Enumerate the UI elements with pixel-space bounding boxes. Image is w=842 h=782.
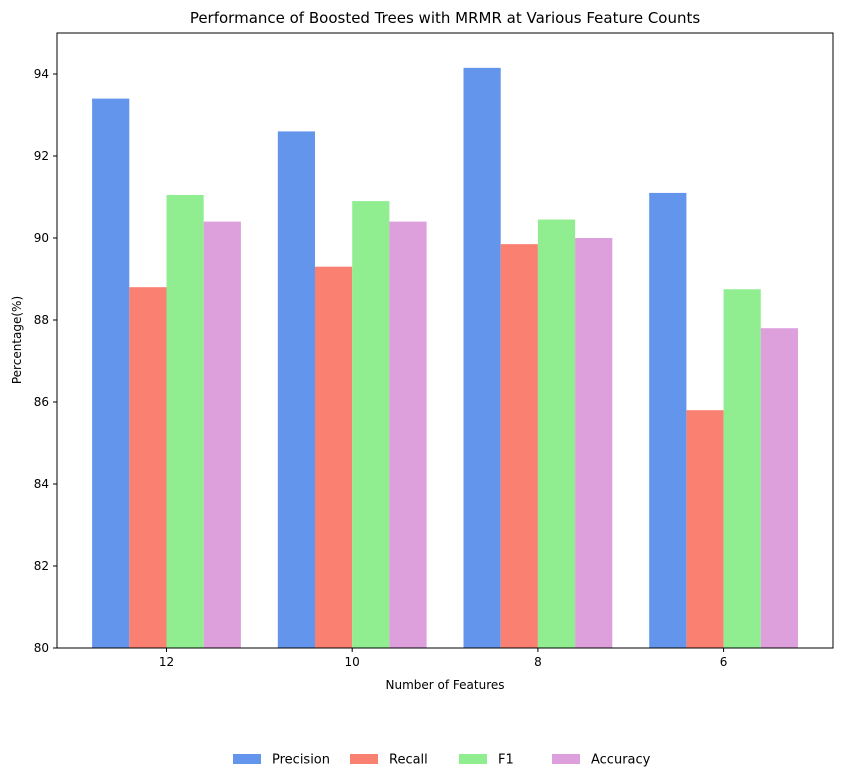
y-tick-label: 82 xyxy=(34,559,49,573)
legend-label-recall: Recall xyxy=(389,753,428,768)
legend: Precision Recall F1 Accuracy xyxy=(233,753,651,768)
x-tick-label: 12 xyxy=(159,655,174,669)
legend-swatch-f1 xyxy=(459,754,487,764)
y-tick-label: 92 xyxy=(34,149,49,163)
bar-precision-8 xyxy=(463,67,501,649)
bar-f1-8 xyxy=(537,219,576,649)
y-tick-label: 90 xyxy=(34,231,49,245)
x-tick-label: 6 xyxy=(720,655,728,669)
bar-recall-8 xyxy=(500,244,538,648)
bar-recall-10 xyxy=(315,266,353,648)
legend-swatch-accuracy xyxy=(552,754,580,764)
plot-frame xyxy=(56,32,834,649)
bar-recall-6 xyxy=(686,410,724,648)
bar-precision-12 xyxy=(92,98,130,649)
y-tick-label: 94 xyxy=(34,67,49,81)
legend-swatch-precision xyxy=(233,754,261,764)
y-tick-label: 80 xyxy=(34,641,49,655)
bar-precision-6 xyxy=(649,192,687,648)
bar-accuracy-12 xyxy=(203,221,241,648)
bar-accuracy-6 xyxy=(760,328,798,648)
legend-label-accuracy: Accuracy xyxy=(591,753,651,768)
legend-label-precision: Precision xyxy=(272,753,330,768)
bar-precision-10 xyxy=(277,131,315,648)
y-tick-label: 88 xyxy=(34,313,49,327)
legend-swatch-recall xyxy=(350,754,378,764)
x-axis-ticks: 12 10 8 6 xyxy=(159,648,728,669)
y-tick-label: 84 xyxy=(34,477,49,491)
x-tick-label: 8 xyxy=(534,655,542,669)
bar-accuracy-8 xyxy=(575,238,613,648)
legend-label-f1: F1 xyxy=(498,753,514,768)
bar-recall-12 xyxy=(129,287,167,648)
bar-f1-6 xyxy=(723,289,761,648)
y-tick-label: 86 xyxy=(34,395,49,409)
chart-title: Performance of Boosted Trees with MRMR a… xyxy=(190,9,701,27)
x-axis-label: Number of Features xyxy=(386,678,505,692)
y-axis-ticks: 80 82 84 86 88 90 92 94 xyxy=(34,67,57,655)
bar-accuracy-10 xyxy=(389,221,427,648)
bars-group xyxy=(92,67,798,649)
x-tick-label: 10 xyxy=(345,655,360,669)
bar-f1-12 xyxy=(166,194,204,648)
y-axis-label: Percentage(%) xyxy=(10,296,24,384)
bar-f1-10 xyxy=(352,201,390,648)
